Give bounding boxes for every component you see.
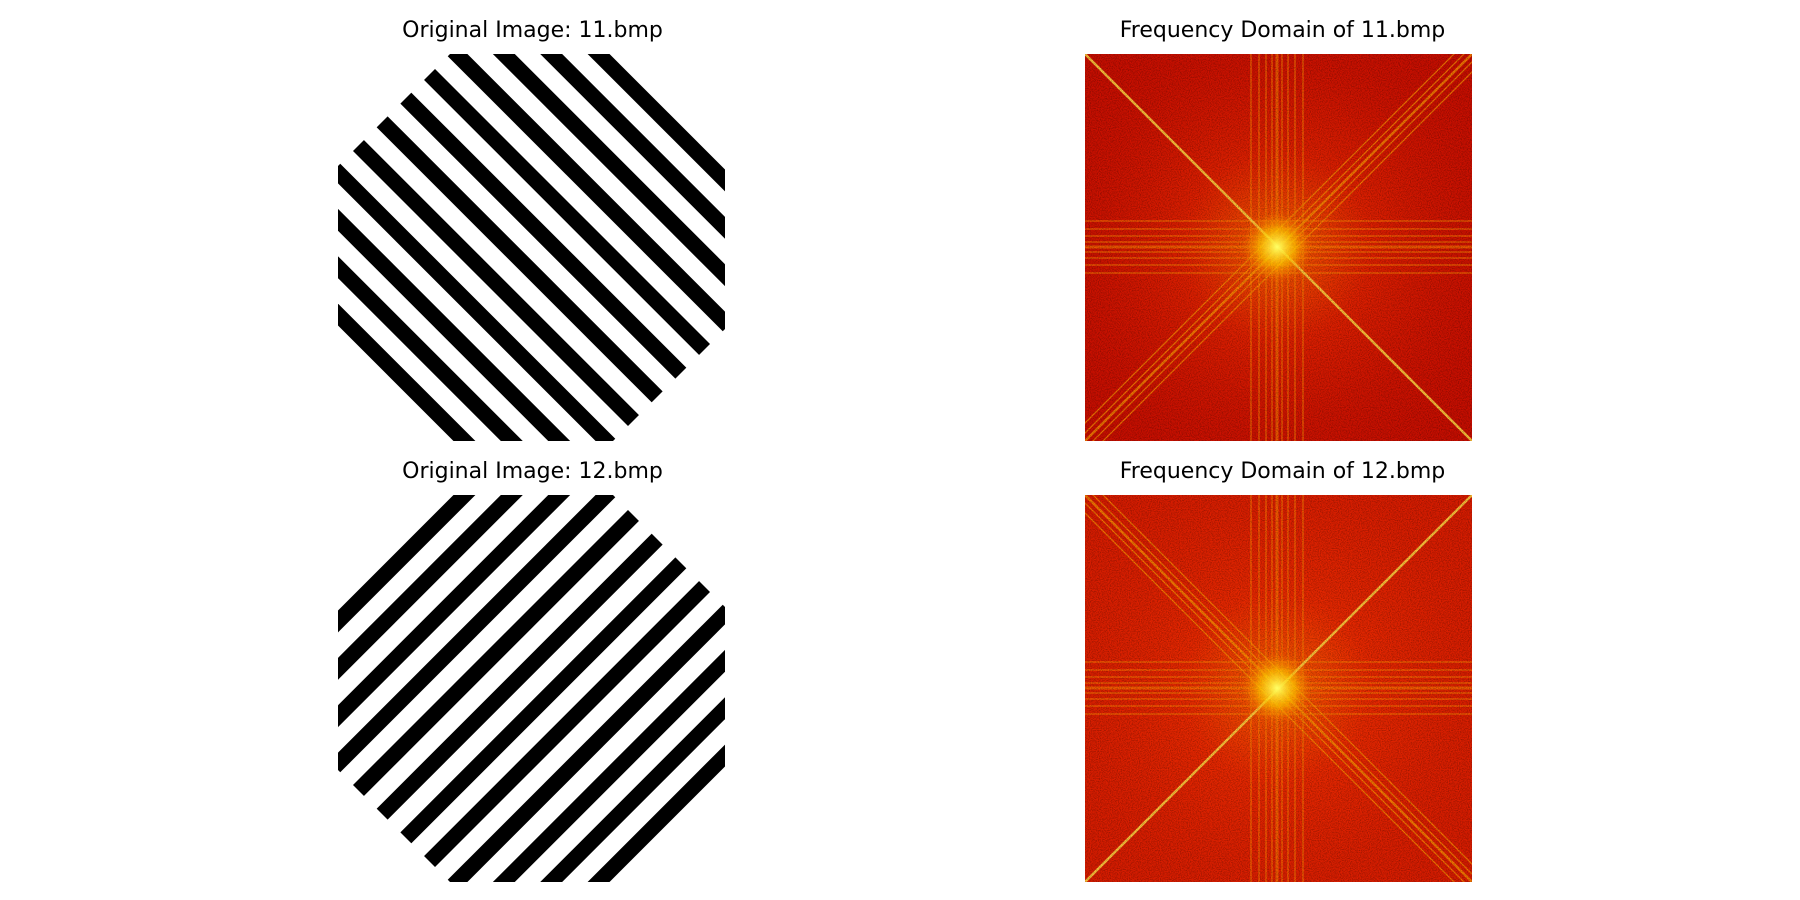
- stripe: [338, 495, 725, 882]
- panel-title: Frequency Domain of 11.bmp: [1119, 18, 1446, 43]
- original-image-11: [338, 54, 725, 441]
- stripe: [338, 54, 725, 441]
- panel-title: Frequency Domain of 12.bmp: [1119, 459, 1446, 484]
- stripe: [338, 495, 725, 882]
- frequency-domain-panel-11: Frequency Domain of 11.bmp: [1050, 18, 1515, 448]
- stripe: [338, 495, 725, 882]
- dc-peak: [1085, 54, 1472, 441]
- original-image-panel-11: Original Image: 11.bmp: [300, 18, 765, 448]
- stripe: [338, 54, 725, 441]
- stripe: [338, 54, 725, 441]
- stripe: [338, 495, 725, 882]
- stripe: [338, 495, 725, 882]
- stripe: [338, 495, 725, 882]
- stripe: [338, 54, 725, 441]
- stripe: [338, 495, 725, 882]
- original-image-panel-12: Original Image: 12.bmp: [300, 459, 765, 889]
- stripe: [338, 54, 725, 441]
- stripe: [338, 54, 725, 441]
- frequency-spectrum-12: [1085, 495, 1472, 882]
- stripe: [338, 54, 725, 441]
- stripe: [338, 54, 725, 441]
- stripe: [338, 495, 725, 882]
- panel-title: Original Image: 12.bmp: [402, 459, 663, 484]
- panel-title: Original Image: 11.bmp: [402, 18, 663, 43]
- stripe: [338, 54, 725, 441]
- stripe: [338, 54, 725, 441]
- frequency-domain-panel-12: Frequency Domain of 12.bmp: [1050, 459, 1515, 889]
- original-image-12: [338, 495, 725, 882]
- stripe: [338, 495, 725, 882]
- stripe: [338, 495, 725, 882]
- frequency-spectrum-11: [1085, 54, 1472, 441]
- dc-peak: [1085, 495, 1472, 882]
